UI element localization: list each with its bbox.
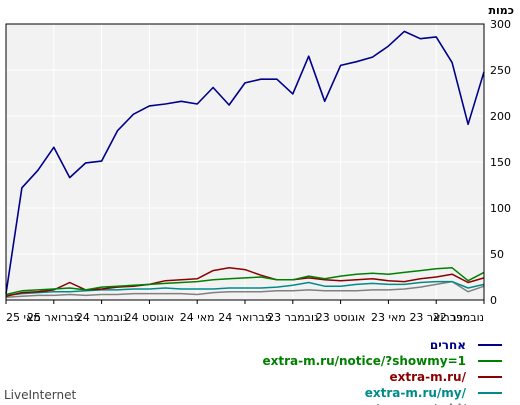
x-tick-label: נובמבר 24 (76, 311, 127, 324)
y-tick-label: 300 (490, 18, 511, 31)
series-layer (5, 30, 485, 298)
x-tick-label: פברואר 25 (27, 311, 81, 324)
series-line-1 (5, 267, 485, 296)
x-tick-label: אוגוסט 24 (125, 311, 175, 324)
x-tick-label: מאי 25 (6, 311, 41, 324)
legend-label: extra-m.ru/ (389, 370, 466, 384)
legend-label: extra-m.ru/add/ (360, 402, 467, 405)
series-line-0 (5, 30, 485, 294)
y-tick-label: 0 (490, 294, 497, 307)
x-tick-label: נובמבר 23 (267, 311, 318, 324)
y-tick-label: 50 (490, 248, 504, 261)
x-tick-label: אוגוסט 23 (316, 311, 366, 324)
y-tick-labels: 0 50 100 150 200 250 300 (490, 18, 511, 307)
y-unit-label: כמות (489, 4, 514, 17)
x-tick-label: מאי 23 (371, 311, 406, 324)
y-tick-label: 100 (490, 202, 511, 215)
legend-label: אחרים (430, 338, 466, 352)
series-line-3 (5, 280, 485, 297)
x-tick-label: פברואר 23 (409, 311, 463, 324)
y-tick-label: 150 (490, 156, 511, 169)
x-tick-label: נובמבר 22 (433, 311, 484, 324)
series-line-4 (5, 280, 485, 298)
y-tick-label: 250 (490, 64, 511, 77)
x-tick-label: מאי 24 (180, 311, 215, 324)
brand-logo-text: LiveInternet (4, 388, 76, 402)
legend: אחרים extra-m.ru/notice/?showmy=1 extra-m.… (263, 338, 502, 405)
x-tick-label: פברואר 24 (218, 311, 272, 324)
y-tick-label: 200 (490, 110, 511, 123)
legend-label: extra-m.ru/notice/?showmy=1 (263, 354, 467, 368)
grid-layer (6, 24, 484, 300)
legend-label: extra-m.ru/my/ (365, 386, 467, 400)
